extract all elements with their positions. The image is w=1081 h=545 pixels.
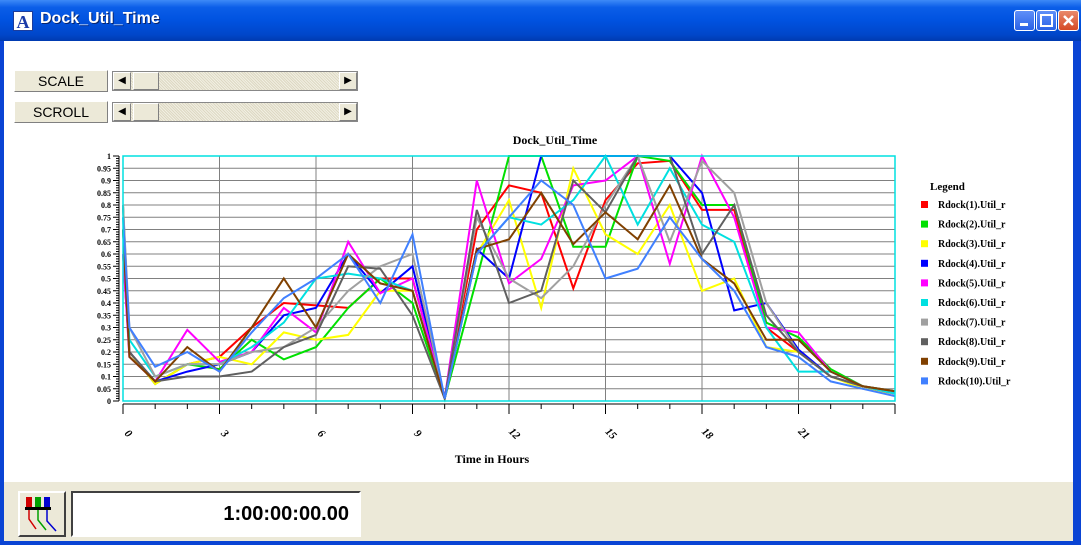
legend-swatch xyxy=(921,240,928,248)
chart-series xyxy=(122,153,896,403)
legend-swatch xyxy=(921,279,928,287)
x-tick-label: 0 xyxy=(122,428,135,441)
x-tick-label: 18 xyxy=(699,426,716,443)
probe-button[interactable] xyxy=(18,491,66,537)
scale-thumb[interactable] xyxy=(133,72,159,90)
line-chart: Dock_Util_Time 0 0.05 0.1 0.15 0.2 0.25 0.3 0.3… xyxy=(97,133,1011,466)
legend-label: Rdock(6).Util_r xyxy=(938,298,1006,309)
x-axis: 0 3 6 9 12 15 18 21 xyxy=(122,403,896,443)
scale-scrollbar[interactable]: ◀ ▶ xyxy=(112,71,358,91)
legend-swatch xyxy=(921,259,928,267)
minimize-button[interactable] xyxy=(1014,10,1035,31)
y-tick-label: 0.95 xyxy=(97,164,111,173)
x-tick-label: 21 xyxy=(795,425,812,442)
y-tick-label: 0.6 xyxy=(101,250,111,259)
y-tick-label: 0.8 xyxy=(101,201,111,210)
y-tick-label: 0 xyxy=(107,397,111,406)
legend-swatch xyxy=(921,201,928,208)
y-tick-label: 0.75 xyxy=(97,213,111,222)
legend-label: Rdock(10).Util_r xyxy=(938,376,1011,387)
legend-swatch xyxy=(921,377,928,385)
y-tick-label: 0.05 xyxy=(97,385,111,394)
title-bar[interactable]: A Dock_Util_Time xyxy=(0,0,1081,41)
x-tick-label: 9 xyxy=(411,428,424,441)
series-line xyxy=(122,153,896,399)
app-icon[interactable]: A xyxy=(13,11,33,32)
plot-frame xyxy=(122,155,896,402)
x-tick-label: 12 xyxy=(506,426,523,443)
legend-label: Rdock(7).Util_r xyxy=(938,318,1006,329)
scale-button[interactable]: SCALE xyxy=(14,70,108,92)
scale-left-arrow[interactable]: ◀ xyxy=(113,72,131,90)
x-tick-label: 6 xyxy=(315,428,328,441)
y-tick-label: 0.45 xyxy=(97,287,111,296)
chart-title: Dock_Util_Time xyxy=(513,133,598,147)
y-tick-label: 0.1 xyxy=(101,373,111,382)
y-tick-label: 0.15 xyxy=(97,360,111,369)
legend-label: Rdock(4).Util_r xyxy=(938,259,1006,270)
y-tick-label: 0.35 xyxy=(97,311,111,320)
legend-label: Rdock(9).Util_r xyxy=(938,357,1006,368)
minimize-icon xyxy=(1020,23,1028,26)
y-tick-label: 0.7 xyxy=(101,226,111,235)
x-tick-label: 3 xyxy=(218,427,231,440)
scroll-right-arrow[interactable]: ▶ xyxy=(339,103,357,121)
y-tick-label: 0.2 xyxy=(101,348,111,357)
series-line xyxy=(122,155,896,403)
x-axis-label: Time in Hours xyxy=(455,452,530,466)
simulation-clock: 1:00:00:00.00 xyxy=(71,491,361,537)
scroll-button[interactable]: SCROLL xyxy=(14,101,108,123)
y-tick-label: 0.55 xyxy=(97,262,111,271)
legend-label: Rdock(5).Util_r xyxy=(938,278,1006,289)
y-tick-label: 0.65 xyxy=(97,238,111,247)
y-tick-label: 0.4 xyxy=(101,299,111,308)
maximize-button[interactable] xyxy=(1036,10,1057,31)
y-tick-label: 0.3 xyxy=(101,324,111,333)
legend-label: Rdock(8).Util_r xyxy=(938,337,1006,348)
window-frame-bottom xyxy=(0,541,1081,545)
window-title: Dock_Util_Time xyxy=(40,10,160,27)
legend-swatch xyxy=(921,318,928,326)
legend-swatch xyxy=(921,338,928,346)
y-tick-label: 0.9 xyxy=(101,177,111,186)
chart-area: SCALE ◀ ▶ SCROLL ◀ ▶ Dock_Util_Time 0 0.0… xyxy=(4,41,1073,481)
scroll-left-arrow[interactable]: ◀ xyxy=(113,103,131,121)
legend-title: Legend xyxy=(930,181,965,193)
y-axis: 0 0.05 0.1 0.15 0.2 0.25 0.3 0.35 0.4 0.45 0.5 0.55… xyxy=(97,152,120,406)
legend-label: Rdock(2).Util_r xyxy=(938,220,1006,231)
y-tick-label: 1 xyxy=(107,152,111,161)
chart-legend: Rdock(1).Util_r Rdock(2).Util_r Rdock(3).U… xyxy=(921,200,1011,387)
x-tick-label: 15 xyxy=(602,426,619,443)
legend-swatch xyxy=(921,220,928,228)
close-button[interactable] xyxy=(1058,10,1079,31)
y-tick-label: 0.85 xyxy=(97,189,111,198)
scale-right-arrow[interactable]: ▶ xyxy=(339,72,357,90)
legend-swatch xyxy=(921,299,928,306)
legend-swatch xyxy=(921,357,928,365)
scroll-thumb[interactable] xyxy=(133,103,159,121)
series-line xyxy=(122,153,896,399)
series-line xyxy=(122,165,896,403)
close-icon xyxy=(1063,15,1074,26)
legend-label: Rdock(3).Util_r xyxy=(938,239,1006,250)
probe-icon xyxy=(25,497,57,532)
y-tick-label: 0.25 xyxy=(97,336,111,345)
legend-label: Rdock(1).Util_r xyxy=(938,200,1006,211)
maximize-icon xyxy=(1040,14,1053,27)
status-bar: 1:00:00:00.00 xyxy=(4,481,1073,542)
series-line xyxy=(122,179,896,399)
scroll-scrollbar[interactable]: ◀ ▶ xyxy=(112,102,358,122)
y-tick-label: 0.5 xyxy=(101,275,111,284)
